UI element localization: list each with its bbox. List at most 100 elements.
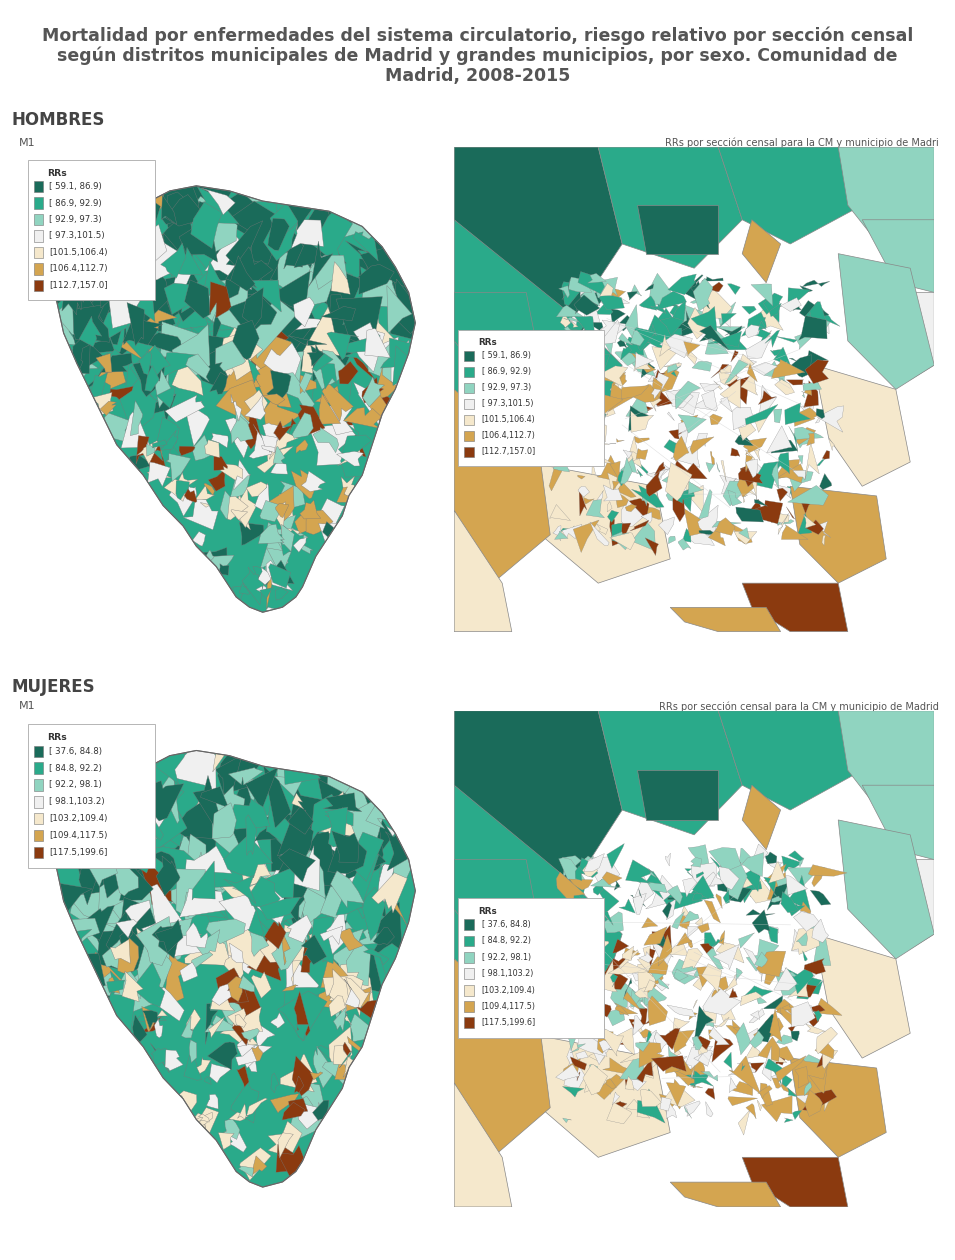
Polygon shape	[806, 1024, 825, 1034]
Polygon shape	[264, 217, 301, 261]
Polygon shape	[794, 435, 797, 452]
Polygon shape	[150, 1043, 169, 1072]
Polygon shape	[180, 963, 198, 982]
Polygon shape	[673, 436, 689, 461]
Bar	[33, 779, 43, 791]
Polygon shape	[630, 330, 645, 345]
Polygon shape	[688, 926, 697, 937]
Polygon shape	[325, 896, 374, 953]
Polygon shape	[310, 804, 344, 866]
Polygon shape	[576, 1051, 588, 1060]
Polygon shape	[218, 328, 263, 382]
Polygon shape	[276, 1144, 300, 1172]
Polygon shape	[297, 881, 328, 935]
Polygon shape	[394, 897, 411, 934]
Polygon shape	[742, 785, 780, 849]
Polygon shape	[330, 871, 364, 907]
Polygon shape	[199, 547, 227, 578]
Polygon shape	[691, 1066, 694, 1080]
Polygon shape	[36, 232, 75, 280]
Polygon shape	[180, 446, 195, 456]
Polygon shape	[838, 711, 934, 820]
Polygon shape	[772, 896, 786, 902]
Bar	[464, 935, 475, 946]
Polygon shape	[626, 859, 654, 883]
Polygon shape	[333, 874, 382, 930]
Polygon shape	[187, 1108, 219, 1142]
Polygon shape	[736, 354, 754, 373]
Polygon shape	[577, 1072, 580, 1081]
Polygon shape	[695, 433, 708, 446]
Polygon shape	[204, 1076, 211, 1085]
Polygon shape	[680, 915, 691, 930]
Polygon shape	[171, 838, 236, 903]
Polygon shape	[282, 1102, 305, 1120]
Polygon shape	[280, 373, 314, 413]
Polygon shape	[645, 538, 659, 556]
Polygon shape	[578, 428, 594, 456]
Polygon shape	[603, 912, 624, 932]
Polygon shape	[598, 1079, 611, 1095]
Polygon shape	[185, 1009, 201, 1033]
Polygon shape	[229, 1113, 248, 1121]
Polygon shape	[313, 1046, 334, 1089]
Polygon shape	[776, 963, 782, 973]
Polygon shape	[767, 926, 778, 944]
Polygon shape	[157, 856, 180, 896]
Polygon shape	[260, 930, 305, 963]
Polygon shape	[605, 399, 615, 417]
Polygon shape	[74, 224, 112, 251]
Polygon shape	[696, 1040, 709, 1057]
Polygon shape	[709, 1029, 720, 1039]
Text: [109.4,117.5): [109.4,117.5)	[481, 1002, 536, 1011]
Polygon shape	[672, 391, 699, 415]
Polygon shape	[277, 810, 313, 862]
Polygon shape	[554, 525, 574, 533]
Polygon shape	[264, 766, 291, 828]
Polygon shape	[600, 284, 613, 296]
Polygon shape	[702, 964, 722, 993]
Polygon shape	[599, 1040, 615, 1052]
Polygon shape	[263, 423, 287, 452]
Polygon shape	[611, 523, 631, 546]
Polygon shape	[838, 253, 934, 389]
Polygon shape	[158, 1011, 168, 1017]
Polygon shape	[702, 277, 723, 281]
Polygon shape	[610, 532, 635, 549]
Polygon shape	[150, 885, 184, 936]
Polygon shape	[575, 292, 589, 314]
Polygon shape	[130, 740, 184, 816]
Polygon shape	[672, 301, 686, 320]
Polygon shape	[102, 353, 130, 386]
Polygon shape	[266, 561, 293, 591]
Bar	[464, 951, 475, 963]
Polygon shape	[252, 304, 298, 364]
Polygon shape	[65, 753, 107, 833]
Polygon shape	[770, 1009, 782, 1042]
Polygon shape	[230, 320, 259, 360]
Polygon shape	[320, 926, 343, 945]
Polygon shape	[637, 469, 643, 478]
Polygon shape	[229, 472, 250, 500]
Polygon shape	[132, 205, 192, 236]
Polygon shape	[664, 440, 683, 456]
Polygon shape	[579, 489, 587, 515]
Polygon shape	[346, 978, 370, 1017]
Polygon shape	[341, 476, 358, 509]
Polygon shape	[755, 994, 767, 1004]
Polygon shape	[701, 290, 732, 319]
Polygon shape	[455, 785, 623, 1033]
Polygon shape	[303, 912, 316, 964]
Polygon shape	[251, 971, 271, 998]
Polygon shape	[666, 462, 692, 501]
Polygon shape	[745, 404, 778, 425]
Polygon shape	[643, 1029, 656, 1050]
Polygon shape	[227, 946, 263, 974]
Polygon shape	[829, 438, 835, 451]
Polygon shape	[159, 183, 190, 231]
Polygon shape	[665, 853, 670, 866]
Polygon shape	[90, 373, 108, 403]
Polygon shape	[76, 842, 130, 872]
Polygon shape	[326, 396, 353, 435]
Polygon shape	[201, 503, 209, 508]
